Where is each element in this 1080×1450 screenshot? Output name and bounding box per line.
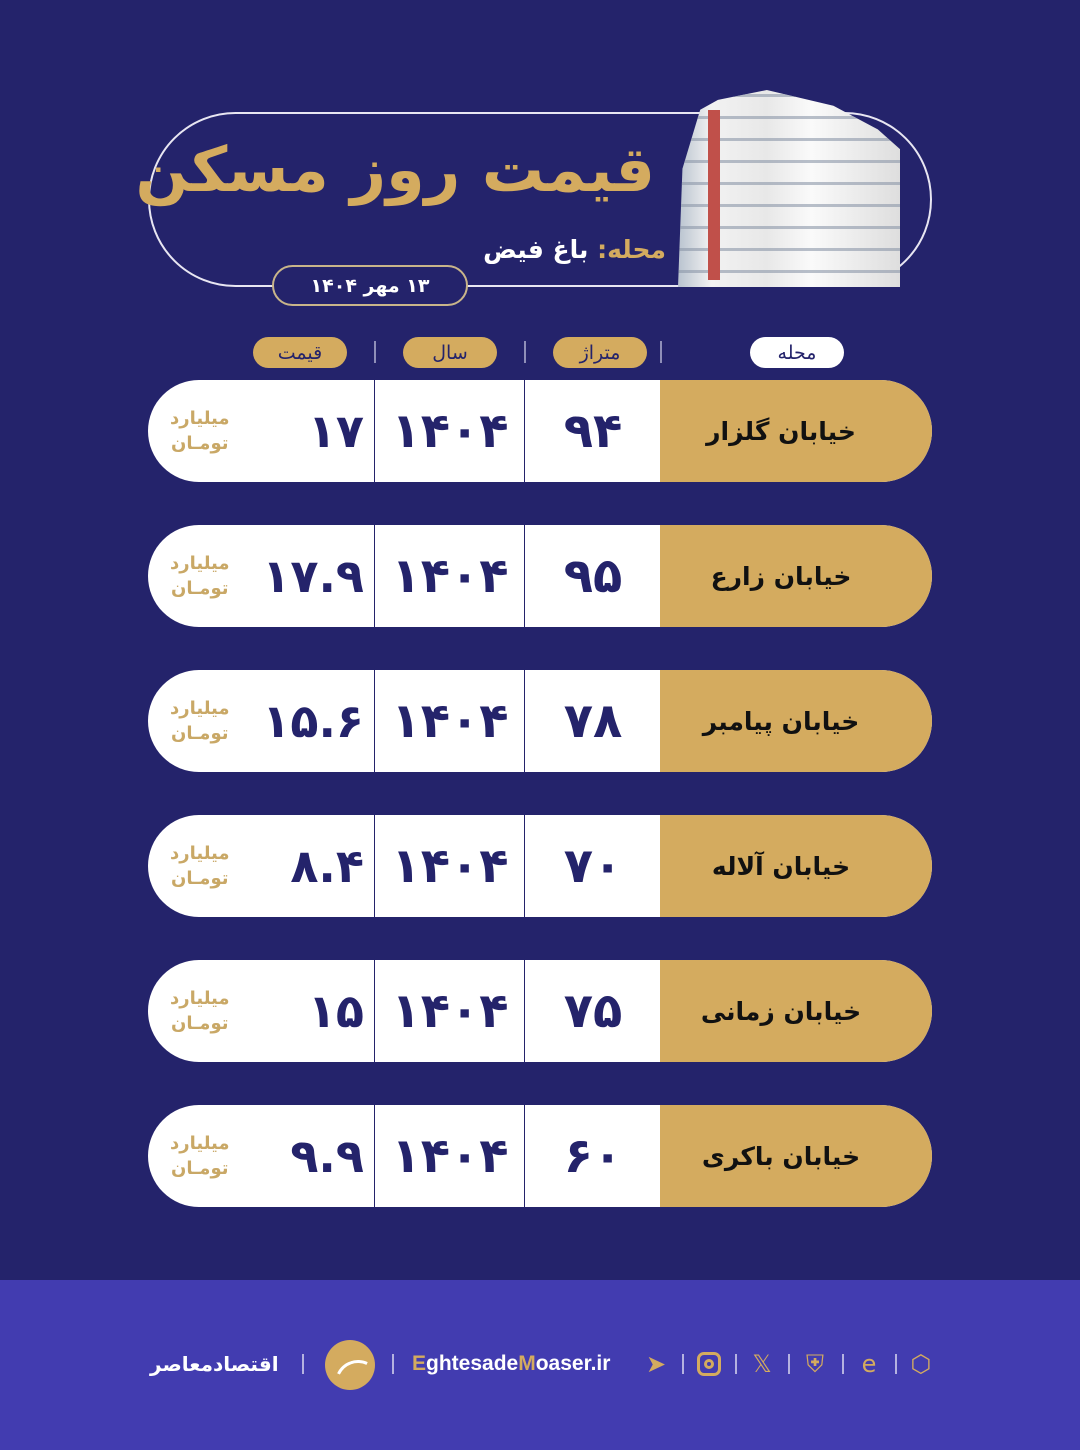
- page-title: قیمت روز مسکن: [135, 133, 655, 206]
- divider: [735, 1354, 737, 1374]
- brand-logo: [325, 1340, 375, 1390]
- area-cell: ۷۵: [563, 983, 623, 1039]
- area-cell: ۹۵: [563, 548, 623, 604]
- price-value: ۱۷.۹: [262, 549, 365, 603]
- divider: [660, 341, 662, 363]
- table-row: میلیارد تومـان ۱۷.۹ ۱۴۰۴ ۹۵ خیابان زارع: [148, 525, 932, 627]
- price-cell: میلیارد تومـان ۸.۴: [148, 815, 375, 917]
- unit-label: میلیارد تومـان: [170, 843, 230, 889]
- area-cell: ۹۴: [563, 403, 623, 459]
- neighborhood-cell: خیابان باکری: [660, 1105, 932, 1207]
- neighborhood-cell: خیابان پیامبر: [660, 670, 932, 772]
- year-cell: ۱۴۰۴: [376, 815, 525, 917]
- column-header-year: سال: [403, 337, 497, 368]
- price-value: ۱۷: [307, 404, 365, 458]
- divider: [374, 341, 376, 363]
- header-frame: [148, 112, 932, 287]
- neighborhood-cell: خیابان زمانی: [660, 960, 932, 1062]
- x-icon[interactable]: 𝕏: [752, 1350, 772, 1378]
- table-row: میلیارد تومـان ۱۵.۶ ۱۴۰۴ ۷۸ خیابان پیامبر: [148, 670, 932, 772]
- price-value: ۱۵: [307, 984, 365, 1038]
- telegram-icon[interactable]: ➤: [645, 1350, 667, 1378]
- divider: [895, 1354, 897, 1374]
- table-row: میلیارد تومـان ۹.۹ ۱۴۰۴ ۶۰ خیابان باکری: [148, 1105, 932, 1207]
- divider: [302, 1354, 304, 1374]
- column-header-neighborhood: محله: [750, 337, 844, 368]
- area-cell: ۶۰: [563, 1128, 623, 1184]
- e-logo-icon[interactable]: e: [861, 1350, 877, 1378]
- price-cell: میلیارد تومـان ۱۷: [148, 380, 375, 482]
- table-row: میلیارد تومـان ۱۵ ۱۴۰۴ ۷۵ خیابان زمانی: [148, 960, 932, 1062]
- year-cell: ۱۴۰۴: [376, 960, 525, 1062]
- neighborhood-subtitle: محله: باغ فیض: [483, 235, 666, 264]
- year-cell: ۱۴۰۴: [376, 670, 525, 772]
- table-row: میلیارد تومـان ۱۷ ۱۴۰۴ ۹۴ خیابان گلزار: [148, 380, 932, 482]
- divider: [788, 1354, 790, 1374]
- area-cell: ۷۸: [563, 693, 623, 749]
- unit-label: میلیارد تومـان: [170, 553, 230, 599]
- year-cell: ۱۴۰۴: [376, 525, 525, 627]
- divider: [392, 1354, 394, 1374]
- price-value: ۸.۴: [290, 839, 365, 893]
- price-cell: میلیارد تومـان ۱۵: [148, 960, 375, 1062]
- neighborhood-cell: خیابان آلاله: [660, 815, 932, 917]
- divider: [524, 341, 526, 363]
- unit-label: میلیارد تومـان: [170, 1133, 230, 1179]
- price-cell: میلیارد تومـان ۱۵.۶: [148, 670, 375, 772]
- instagram-icon[interactable]: [695, 1350, 723, 1378]
- hexagon-icon[interactable]: ⬡: [910, 1350, 932, 1378]
- date-badge: ۱۳ مهر ۱۴۰۴: [272, 265, 468, 306]
- shield-check-icon[interactable]: ⛨: [806, 1350, 824, 1378]
- price-cell: میلیارد تومـان ۱۷.۹: [148, 525, 375, 627]
- column-header-area: متراژ: [553, 337, 647, 368]
- unit-label: میلیارد تومـان: [170, 988, 230, 1034]
- brand-name: اقتصادمعاصر: [150, 1352, 279, 1376]
- divider: [682, 1354, 684, 1374]
- year-cell: ۱۴۰۴: [376, 380, 525, 482]
- column-header-price: قیمت: [253, 337, 347, 368]
- building-image: [678, 90, 900, 287]
- table-row: میلیارد تومـان ۸.۴ ۱۴۰۴ ۷۰ خیابان آلاله: [148, 815, 932, 917]
- divider: [842, 1354, 844, 1374]
- year-cell: ۱۴۰۴: [376, 1105, 525, 1207]
- price-value: ۱۵.۶: [262, 694, 365, 748]
- unit-label: میلیارد تومـان: [170, 408, 230, 454]
- area-cell: ۷۰: [563, 838, 623, 894]
- price-cell: میلیارد تومـان ۹.۹: [148, 1105, 375, 1207]
- unit-label: میلیارد تومـان: [170, 698, 230, 744]
- price-value: ۹.۹: [290, 1129, 365, 1183]
- footer: [0, 1280, 1080, 1450]
- neighborhood-cell: خیابان گلزار: [660, 380, 932, 482]
- neighborhood-cell: خیابان زارع: [660, 525, 932, 627]
